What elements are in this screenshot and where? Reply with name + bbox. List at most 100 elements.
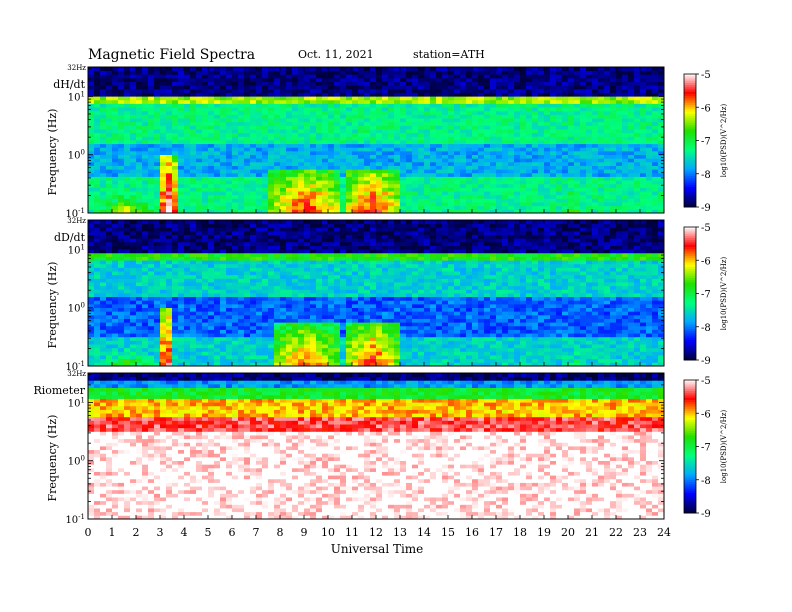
spectrogram-cell bbox=[286, 74, 293, 79]
spectrogram-cell bbox=[532, 340, 539, 345]
spectrogram-cell bbox=[232, 333, 239, 338]
spectrogram-cell bbox=[574, 205, 581, 210]
spectrogram-cell bbox=[604, 88, 611, 93]
spectrogram-cell bbox=[250, 110, 257, 115]
spectrogram-cell bbox=[184, 132, 191, 137]
spectrogram-cell bbox=[604, 121, 611, 126]
spectrogram-cell bbox=[352, 169, 359, 174]
spectrogram-cell bbox=[154, 358, 161, 363]
spectrogram-cell bbox=[436, 118, 443, 123]
spectrogram-cell bbox=[508, 74, 515, 79]
spectrogram-cell bbox=[478, 99, 485, 104]
spectrogram-cell bbox=[190, 81, 197, 86]
spectrogram-cell bbox=[520, 92, 527, 97]
spectrogram-cell bbox=[580, 333, 587, 338]
spectrogram-cell bbox=[298, 114, 305, 119]
spectrogram-cell bbox=[130, 99, 137, 104]
spectrogram-cell bbox=[142, 202, 149, 207]
spectrogram-cell bbox=[358, 358, 365, 363]
spectrogram-cell bbox=[502, 355, 509, 360]
spectrogram-cell bbox=[292, 129, 299, 134]
spectrogram-cell bbox=[232, 183, 239, 188]
spectrogram-cell bbox=[484, 96, 491, 101]
spectrogram-cell bbox=[130, 191, 137, 196]
spectrogram-cell bbox=[316, 85, 323, 90]
spectrogram-cell bbox=[352, 333, 359, 338]
spectrogram-cell bbox=[580, 99, 587, 104]
spectrogram-cell bbox=[586, 209, 593, 214]
spectrogram-cell bbox=[178, 132, 185, 137]
spectrogram-cell bbox=[556, 81, 563, 86]
spectrogram-cell bbox=[322, 340, 329, 345]
colorbar-swatch bbox=[684, 127, 696, 130]
spectrogram-cell bbox=[376, 70, 383, 75]
spectrogram-cell bbox=[652, 333, 659, 338]
spectrogram-cell bbox=[634, 180, 641, 185]
spectrogram-cell bbox=[568, 329, 575, 334]
spectrogram-cell bbox=[502, 336, 509, 341]
spectrogram-cell bbox=[160, 169, 167, 174]
spectrogram-cell bbox=[574, 96, 581, 101]
spectrogram-cell bbox=[502, 194, 509, 199]
spectrogram-cell bbox=[538, 198, 545, 203]
spectrogram-cell bbox=[520, 107, 527, 112]
spectrogram-cell bbox=[184, 333, 191, 338]
spectrogram-cell bbox=[406, 158, 413, 163]
spectrogram-cell bbox=[394, 67, 401, 72]
spectrogram-cell bbox=[400, 121, 407, 126]
spectrogram-cell bbox=[310, 180, 317, 185]
spectrogram-cell bbox=[406, 74, 413, 79]
spectrogram-cell bbox=[238, 85, 245, 90]
spectrogram-cell bbox=[508, 187, 515, 192]
spectrogram-cell bbox=[262, 143, 269, 148]
spectrogram-cell bbox=[340, 143, 347, 148]
spectrogram-cell bbox=[298, 118, 305, 123]
spectrogram-cell bbox=[202, 121, 209, 126]
spectrogram-cell bbox=[142, 205, 149, 210]
spectrogram-cell bbox=[430, 180, 437, 185]
spectrogram-cell bbox=[358, 183, 365, 188]
spectrogram-cell bbox=[364, 147, 371, 152]
spectrogram-cell bbox=[520, 77, 527, 82]
spectrogram-cell bbox=[454, 347, 461, 352]
spectrogram-cell bbox=[430, 205, 437, 210]
spectrogram-cell bbox=[364, 329, 371, 334]
spectrogram-cell bbox=[364, 333, 371, 338]
spectrogram-cell bbox=[226, 67, 233, 72]
spectrogram-cell bbox=[370, 158, 377, 163]
spectrogram-cell bbox=[268, 358, 275, 363]
spectrogram-cell bbox=[244, 355, 251, 360]
spectrogram-cell bbox=[514, 107, 521, 112]
spectrogram-cell bbox=[142, 336, 149, 341]
spectrogram-cell bbox=[436, 351, 443, 356]
spectrogram-cell bbox=[568, 355, 575, 360]
spectrogram-cell bbox=[634, 74, 641, 79]
spectrogram-cell bbox=[616, 191, 623, 196]
spectrogram-cell bbox=[586, 92, 593, 97]
spectrogram-cell bbox=[142, 147, 149, 152]
spectrogram-cell bbox=[502, 358, 509, 363]
spectrogram-cell bbox=[640, 67, 647, 72]
spectrogram-cell bbox=[136, 169, 143, 174]
spectrogram-cell bbox=[622, 336, 629, 341]
spectrogram-cell bbox=[226, 74, 233, 79]
spectrogram-cell bbox=[382, 147, 389, 152]
spectrogram-cell bbox=[538, 99, 545, 104]
spectrogram-cell bbox=[610, 107, 617, 112]
spectrogram-cell bbox=[286, 183, 293, 188]
spectrogram-cell bbox=[238, 180, 245, 185]
spectrogram-cell bbox=[556, 351, 563, 356]
spectrogram-cell bbox=[298, 198, 305, 203]
spectrogram-cell bbox=[646, 165, 653, 170]
spectrogram-cell bbox=[550, 143, 557, 148]
spectrogram-cell bbox=[610, 165, 617, 170]
spectrogram-cell bbox=[514, 110, 521, 115]
spectrogram-cell bbox=[598, 147, 605, 152]
spectrogram-cell bbox=[100, 67, 107, 72]
spectrogram-cell bbox=[262, 96, 269, 101]
spectrogram-cell bbox=[574, 125, 581, 130]
spectrogram-cell bbox=[394, 147, 401, 152]
spectrogram-cell bbox=[400, 340, 407, 345]
spectrogram-cell bbox=[508, 110, 515, 115]
spectrogram-cell bbox=[634, 340, 641, 345]
